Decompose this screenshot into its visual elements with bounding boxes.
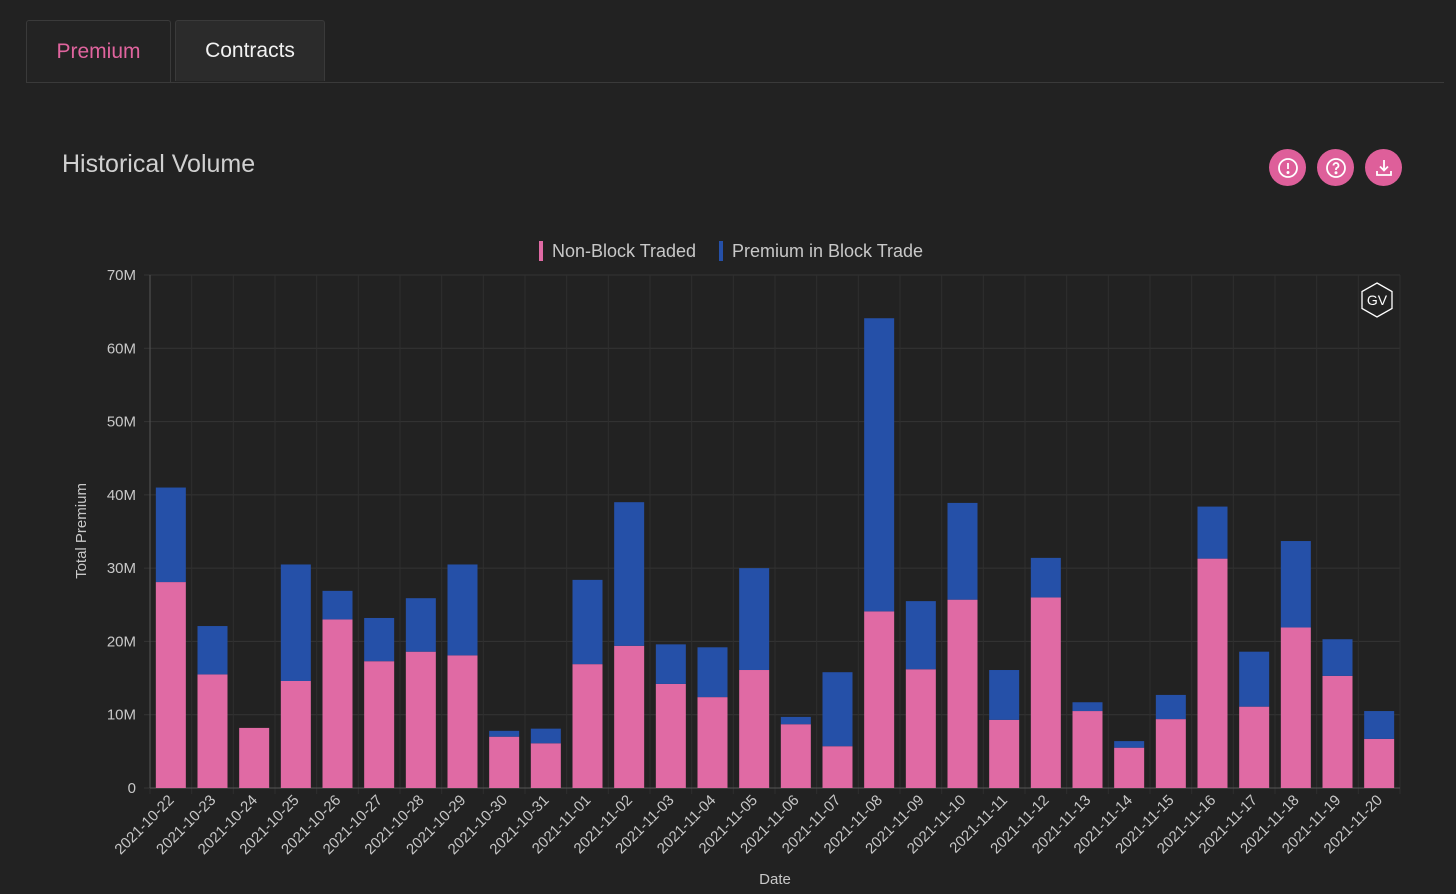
y-tick-label: 50M	[107, 414, 136, 431]
bar-non-block-2021-11-13	[1072, 711, 1103, 788]
bar-block-2021-11-20	[1364, 711, 1395, 739]
bar-block-2021-11-07	[822, 672, 853, 747]
legend-swatch-non-block	[539, 241, 543, 261]
bar-non-block-2021-10-24	[239, 727, 270, 788]
bar-block-2021-10-25	[280, 564, 311, 682]
watermark-logo: GV	[1361, 282, 1393, 318]
page-title: Historical Volume	[62, 150, 256, 178]
bar-non-block-2021-10-22	[155, 582, 186, 788]
bar-non-block-2021-11-02	[614, 645, 645, 788]
download-icon	[1375, 159, 1392, 176]
x-axis-ticks: 2021-10-222021-10-232021-10-242021-10-25…	[111, 792, 1386, 858]
chart-bars	[155, 318, 1395, 788]
bar-non-block-2021-10-30	[489, 736, 520, 788]
y-tick-label: 40M	[107, 487, 136, 504]
bar-non-block-2021-10-27	[364, 661, 395, 788]
bar-block-2021-11-08	[864, 318, 895, 612]
legend-swatch-block	[719, 241, 723, 261]
bar-non-block-2021-10-25	[280, 681, 311, 788]
alert-circle-icon	[1277, 157, 1298, 178]
bar-non-block-2021-11-09	[905, 669, 936, 788]
y-tick-label: 20M	[107, 633, 136, 650]
bar-non-block-2021-11-11	[989, 719, 1020, 788]
bar-block-2021-10-30	[489, 730, 520, 737]
y-axis-ticks: 0 10M 20M 30M 40M 50M 60M 70M	[107, 267, 136, 797]
bar-block-2021-10-27	[364, 617, 395, 662]
y-tick-label: 30M	[107, 560, 136, 577]
bar-non-block-2021-11-05	[739, 670, 770, 788]
bar-block-2021-10-26	[322, 590, 353, 620]
y-axis-title: Total Premium	[73, 483, 90, 579]
bar-non-block-2021-10-23	[197, 674, 228, 788]
bar-block-2021-10-29	[447, 564, 478, 656]
bar-block-2021-11-13	[1072, 702, 1103, 712]
bar-non-block-2021-11-12	[1030, 597, 1061, 788]
bar-non-block-2021-11-06	[780, 724, 811, 788]
y-tick-label: 60M	[107, 340, 136, 357]
bar-block-2021-11-11	[989, 670, 1020, 720]
legend-label-block: Premium in Block Trade	[732, 241, 923, 261]
bar-block-2021-11-01	[572, 579, 603, 665]
watermark-hexagon	[1361, 282, 1393, 318]
bar-block-2021-11-15	[1155, 694, 1186, 720]
bar-non-block-2021-11-03	[655, 683, 686, 788]
bar-non-block-2021-11-08	[864, 611, 895, 788]
bar-block-2021-11-05	[739, 568, 770, 671]
bar-block-2021-11-10	[947, 502, 978, 600]
bar-non-block-2021-11-20	[1364, 738, 1395, 788]
bar-block-2021-11-04	[697, 647, 728, 698]
y-tick-label: 0	[128, 780, 136, 797]
bar-block-2021-11-02	[614, 502, 645, 646]
bar-block-2021-11-16	[1197, 506, 1228, 559]
bar-block-2021-10-22	[155, 487, 186, 583]
bar-non-block-2021-11-04	[697, 697, 728, 788]
bar-non-block-2021-11-17	[1239, 706, 1270, 788]
bar-block-2021-10-23	[197, 626, 228, 675]
bar-non-block-2021-11-01	[572, 664, 603, 788]
y-tick-label: 10M	[107, 707, 136, 724]
legend-label-non-block: Non-Block Traded	[552, 241, 696, 261]
bar-block-2021-11-12	[1030, 557, 1061, 598]
bar-block-2021-10-31	[530, 728, 561, 744]
watermark-text: GV	[1367, 292, 1388, 308]
bar-non-block-2021-11-15	[1155, 719, 1186, 788]
bar-non-block-2021-11-14	[1114, 747, 1145, 788]
bar-block-2021-11-19	[1322, 639, 1353, 676]
download-button[interactable]	[1365, 149, 1402, 186]
x-axis-title: Date	[759, 871, 791, 888]
bar-block-2021-11-03	[655, 644, 686, 684]
bar-non-block-2021-11-18	[1280, 627, 1311, 788]
y-tick-label: 70M	[107, 267, 136, 284]
legend: Non-Block Traded Premium in Block Trade	[539, 241, 923, 261]
bar-block-2021-11-14	[1114, 741, 1145, 748]
tab-bar: Premium Contracts	[26, 20, 1444, 83]
bar-block-2021-11-18	[1280, 541, 1311, 628]
bar-non-block-2021-10-29	[447, 655, 478, 788]
bar-block-2021-11-17	[1239, 651, 1270, 707]
bar-block-2021-11-09	[905, 601, 936, 670]
bar-non-block-2021-11-07	[822, 746, 853, 788]
bar-non-block-2021-10-28	[405, 651, 436, 788]
tab-premium[interactable]: Premium	[26, 20, 171, 82]
bar-non-block-2021-10-26	[322, 619, 353, 788]
help-button[interactable]	[1317, 149, 1354, 186]
bar-non-block-2021-11-16	[1197, 558, 1228, 788]
alert-button[interactable]	[1269, 149, 1306, 186]
bar-non-block-2021-11-10	[947, 599, 978, 788]
bar-non-block-2021-10-31	[530, 743, 561, 788]
help-circle-icon	[1325, 157, 1346, 178]
bar-block-2021-10-28	[405, 598, 436, 652]
tab-contracts[interactable]: Contracts	[175, 20, 325, 81]
chart-grid	[144, 274, 1401, 794]
bar-non-block-2021-11-19	[1322, 675, 1353, 788]
bar-block-2021-11-06	[780, 716, 811, 725]
